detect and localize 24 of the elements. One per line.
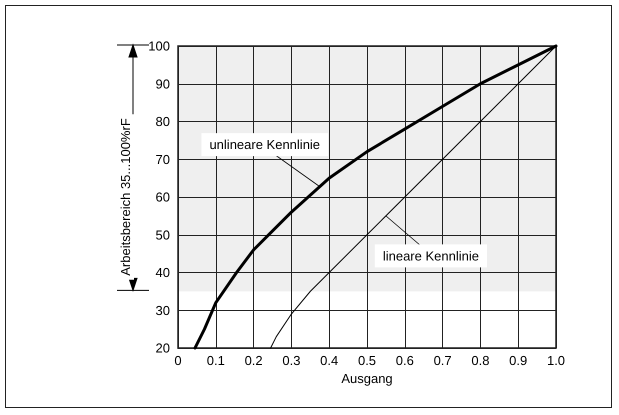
x-tick-label: 0.6 [396, 353, 414, 368]
x-tick-label: 0.1 [206, 353, 225, 368]
x-tick-label: 0.3 [282, 353, 300, 368]
y-tick-label: 60 [156, 190, 170, 204]
text: unlineare Kennlinie [209, 137, 320, 152]
y-axis-title: Arbeitsbereich 35...100%rF [118, 118, 133, 276]
x-tick-label: 0 [174, 353, 182, 368]
y-tick-label: 20 [156, 340, 170, 356]
x-tick-label: 0.9 [509, 353, 528, 368]
y-tick-label: 80 [156, 114, 170, 129]
y-tick-label: 50 [156, 227, 170, 242]
x-tick-label: 1.0 [546, 353, 566, 368]
y-tick-label: 30 [156, 302, 170, 318]
x-tick-label: 0.4 [320, 353, 338, 368]
y-tick-label: 40 [156, 265, 170, 280]
x-tick-label: 0.7 [434, 353, 452, 368]
x-axis-title: Ausgang [341, 371, 393, 386]
legend-label: lineare Kennlinie [382, 248, 479, 264]
x-tick-label: 0.5 [358, 353, 376, 368]
y-tick-label: 100 [148, 38, 170, 54]
y-tick-label: 70 [156, 152, 170, 167]
x-tick-label: 0.8 [471, 353, 490, 368]
y-tick-label: 90 [156, 76, 170, 92]
x-tick-label: 0.2 [244, 353, 263, 368]
